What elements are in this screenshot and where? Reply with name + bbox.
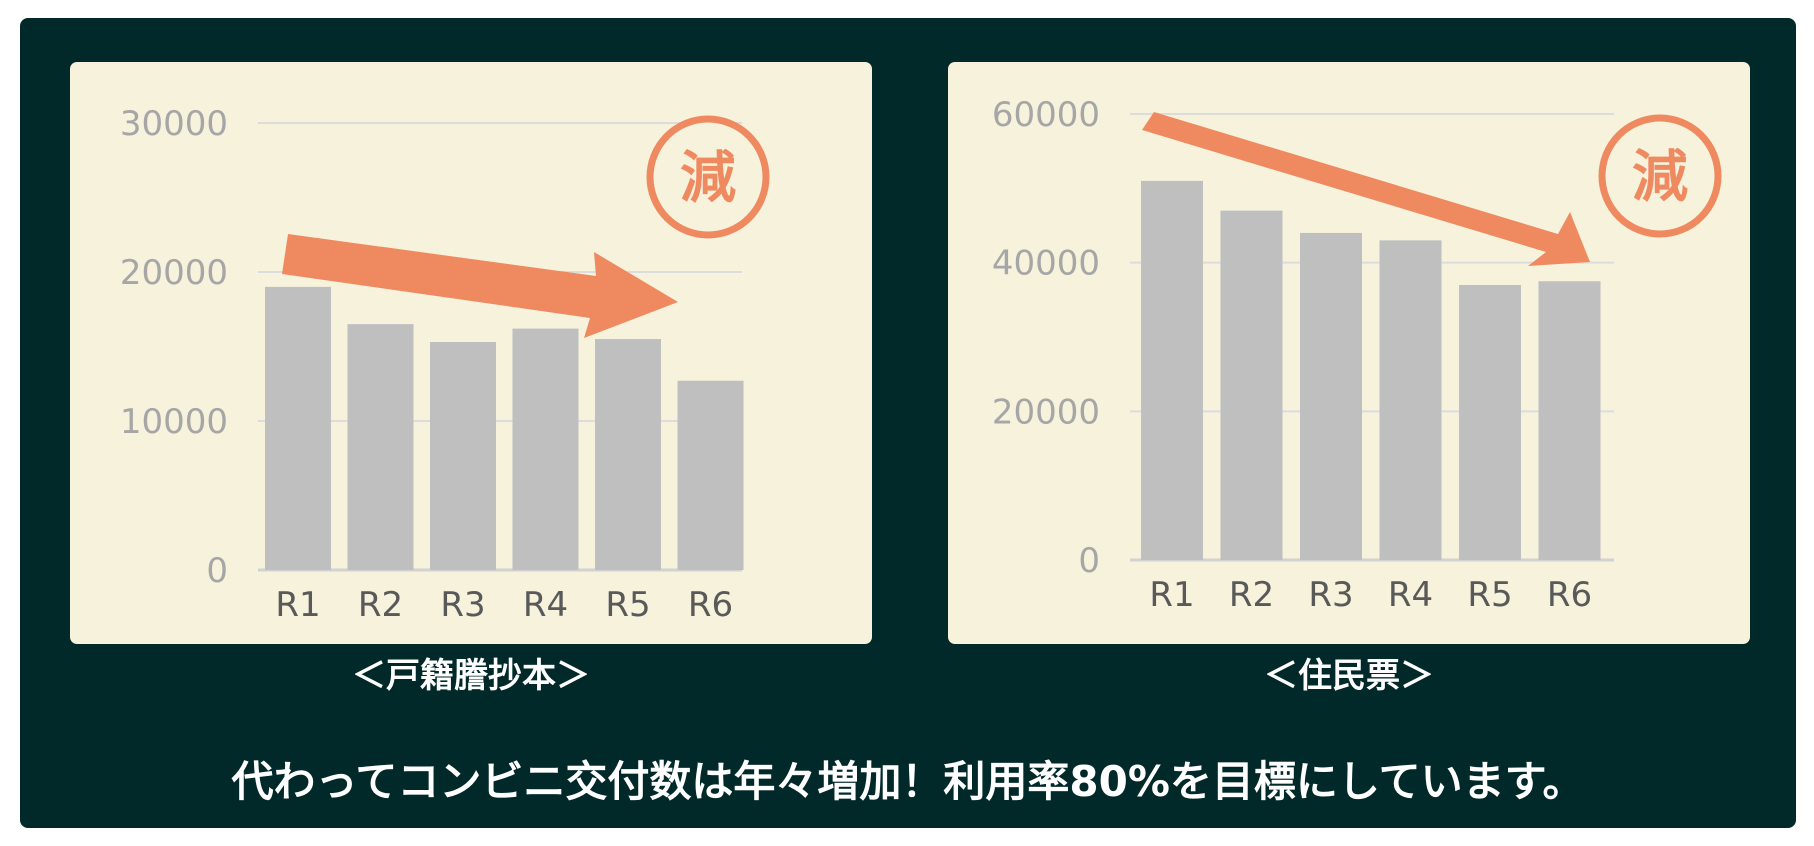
bar-chart-juminhyo: 0 20000 40000 60000 R1 R2 R3 R4 R5 R6 減 (992, 95, 1722, 615)
x-tick-label: R4 (1388, 575, 1433, 615)
decrease-badge-circle (1598, 114, 1722, 238)
y-tick-label: 60000 (992, 95, 1100, 135)
x-tick-label: R6 (688, 585, 733, 625)
x-tick-label: R5 (1467, 575, 1512, 615)
y-tick-label: 10000 (120, 402, 228, 442)
footer-message: 代わってコンビニ交付数は年々増加！利用率80%を目標にしています。 (231, 757, 1585, 806)
chart-panel-koseki: 0 10000 20000 30000 R1 R2 R3 R4 R5 R6 減 (70, 62, 872, 644)
y-tick-label: 0 (206, 551, 228, 591)
decrease-badge-label: 減 (680, 146, 736, 211)
decrease-badge-label: 減 (1632, 145, 1688, 210)
bar-R2 (347, 324, 414, 570)
bar-R6 (677, 380, 744, 570)
decrease-badge-circle (646, 115, 770, 239)
y-tick-label: 0 (1078, 541, 1100, 581)
bar-R3 (430, 342, 496, 570)
caption-juminhyo: ＜住民票＞ (1264, 656, 1434, 696)
y-tick-label: 40000 (992, 244, 1100, 284)
x-tick-label: R2 (358, 585, 403, 625)
x-tick-label: R2 (1229, 575, 1274, 615)
x-tick-label: R5 (605, 585, 650, 625)
y-tick-label: 30000 (120, 104, 228, 144)
bar-R4 (1379, 240, 1442, 560)
x-tick-label: R1 (1149, 575, 1194, 615)
bar-R3 (1300, 232, 1362, 560)
chart-panel-juminhyo: 0 20000 40000 60000 R1 R2 R3 R4 R5 R6 減 (948, 62, 1750, 644)
x-tick-label: R3 (440, 585, 485, 625)
caption-koseki: ＜戸籍謄抄本＞ (352, 656, 590, 696)
bar-R2 (1220, 210, 1283, 560)
decrease-arrow-icon (1142, 112, 1590, 266)
infographic-board: 0 10000 20000 30000 R1 R2 R3 R4 R5 R6 減 ＜戸籍謄抄本＞ 0 2… (20, 18, 1796, 828)
y-tick-label: 20000 (120, 253, 228, 293)
decrease-arrow-icon (282, 234, 678, 338)
y-tick-label: 20000 (992, 392, 1100, 432)
x-tick-label: R4 (523, 585, 568, 625)
bar-R1 (265, 286, 331, 570)
bar-R1 (1141, 180, 1203, 560)
bar-R5 (595, 339, 661, 570)
x-tick-label: R1 (275, 585, 320, 625)
x-tick-label: R3 (1308, 575, 1353, 615)
bar-R4 (512, 328, 579, 570)
bar-R6 (1538, 281, 1601, 560)
bar-R5 (1459, 284, 1521, 560)
x-tick-label: R6 (1547, 575, 1592, 615)
bar-chart-koseki: 0 10000 20000 30000 R1 R2 R3 R4 R5 R6 減 (120, 104, 770, 625)
